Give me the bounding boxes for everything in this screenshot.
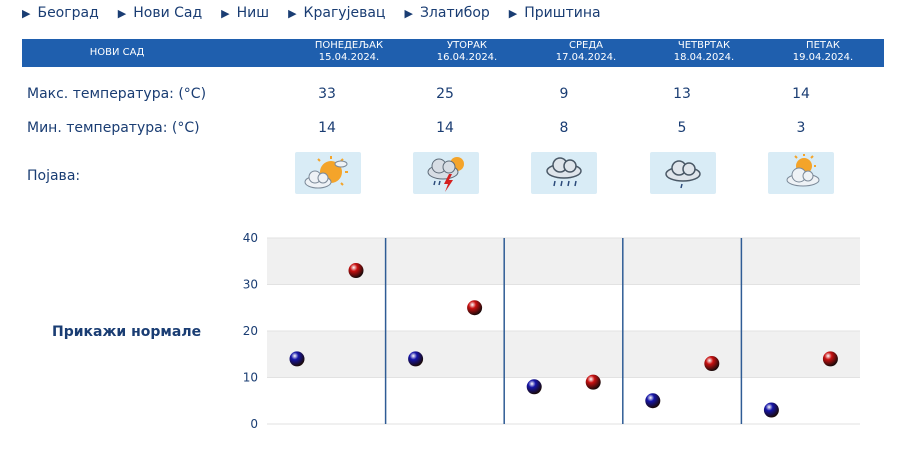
- city-link-nis[interactable]: ▶ Ниш: [221, 5, 269, 21]
- max-temp-value: 25: [436, 86, 454, 102]
- arrow-right-icon: ▶: [117, 6, 127, 20]
- max-temp-label: Макс. температура: (°C): [27, 86, 207, 102]
- city-link-kragujevac[interactable]: ▶ Крагујевац: [288, 5, 385, 21]
- partly-cloudy-icon: [768, 152, 834, 194]
- min-temp-point: [289, 351, 305, 367]
- y-tick-label: 30: [243, 278, 258, 292]
- city-link-pristina[interactable]: ▶ Приштина: [509, 5, 601, 21]
- arrow-right-icon: ▶: [288, 6, 297, 20]
- min-temp-point: [408, 351, 424, 367]
- min-temp-value: 14: [436, 120, 454, 136]
- day-header-monday: ПОНЕДЕЉАК 15.04.2024.: [289, 40, 409, 64]
- city-link-label: Крагујевац: [303, 5, 386, 21]
- day-date: 15.04.2024.: [318, 52, 380, 63]
- day-name: ЧЕТВРТАК: [677, 40, 731, 51]
- day-name: СРЕДА: [569, 40, 603, 51]
- max-temp-value: 33: [318, 86, 336, 102]
- rain-cloud-icon: [531, 152, 597, 194]
- city-link-label: Београд: [37, 5, 99, 21]
- min-temp-point: [763, 402, 779, 418]
- city-name: НОВИ САД: [89, 47, 145, 58]
- city-navigation: ▶ Београд ▶ Нови Сад ▶ Ниш ▶ Крагујевац ▶ Зла…: [22, 5, 620, 21]
- city-link-label: Златибор: [419, 5, 490, 21]
- city-link-label: Ниш: [236, 5, 270, 21]
- day-name: УТОРАК: [446, 40, 488, 51]
- min-temp-point: [526, 379, 542, 395]
- day-date: 18.04.2024.: [673, 52, 735, 63]
- arrow-right-icon: ▶: [508, 6, 518, 20]
- day-name: ПЕТАК: [806, 40, 840, 51]
- phenomenon-label: Појава:: [27, 168, 81, 184]
- chart-band: [267, 284, 860, 331]
- min-temp-label: Мин. температура: (°C): [27, 120, 200, 136]
- chart-band: [267, 377, 860, 424]
- max-temp-point: [822, 351, 838, 367]
- city-link-belgrade[interactable]: ▶ Београд: [22, 5, 99, 21]
- max-temp-point: [467, 300, 483, 316]
- city-link-label: Нови Сад: [133, 5, 203, 21]
- max-temp-value: 9: [559, 86, 569, 102]
- min-temp-value: 8: [559, 120, 569, 136]
- day-header-friday: ПЕТАК 19.04.2024.: [763, 40, 883, 64]
- day-header-thursday: ЧЕТВРТАК 18.04.2024.: [644, 40, 764, 64]
- arrow-right-icon: ▶: [22, 6, 31, 20]
- y-tick-label: 10: [243, 371, 258, 385]
- y-tick-label: 20: [243, 324, 258, 338]
- arrow-right-icon: ▶: [404, 6, 413, 20]
- max-temp-point: [585, 374, 601, 390]
- max-temp-point: [704, 356, 720, 372]
- min-temp-value: 5: [677, 120, 687, 136]
- cloud-icon: [650, 152, 716, 194]
- max-temp-value: 14: [792, 86, 810, 102]
- y-tick-label: 40: [243, 231, 258, 245]
- day-date: 19.04.2024.: [792, 52, 854, 63]
- sun-cloud-icon: [295, 152, 361, 194]
- chart-band: [267, 238, 860, 285]
- city-link-novi-sad[interactable]: ▶ Нови Сад: [118, 5, 202, 21]
- day-date: 17.04.2024.: [555, 52, 617, 63]
- min-temp-point: [645, 393, 661, 409]
- chart-band: [267, 331, 860, 378]
- day-header-tuesday: УТОРАК 16.04.2024.: [407, 40, 527, 64]
- city-link-label: Приштина: [524, 5, 601, 21]
- y-tick-label: 0: [250, 417, 258, 431]
- min-temp-value: 14: [318, 120, 336, 136]
- min-temp-value: 3: [796, 120, 806, 136]
- day-header-wednesday: СРЕДА 17.04.2024.: [526, 40, 646, 64]
- arrow-right-icon: ▶: [221, 6, 230, 20]
- forecast-header: НОВИ САД ПОНЕДЕЉАК 15.04.2024. УТОРАК 16.0…: [22, 39, 884, 67]
- max-temp-point: [348, 263, 364, 279]
- thunderstorm-icon: [413, 152, 479, 194]
- show-normals-link[interactable]: Прикажи нормале: [52, 324, 202, 340]
- day-date: 16.04.2024.: [436, 52, 498, 63]
- day-name: ПОНЕДЕЉАК: [314, 40, 384, 51]
- city-link-zlatibor[interactable]: ▶ Златибор: [404, 5, 489, 21]
- max-temp-value: 13: [673, 86, 691, 102]
